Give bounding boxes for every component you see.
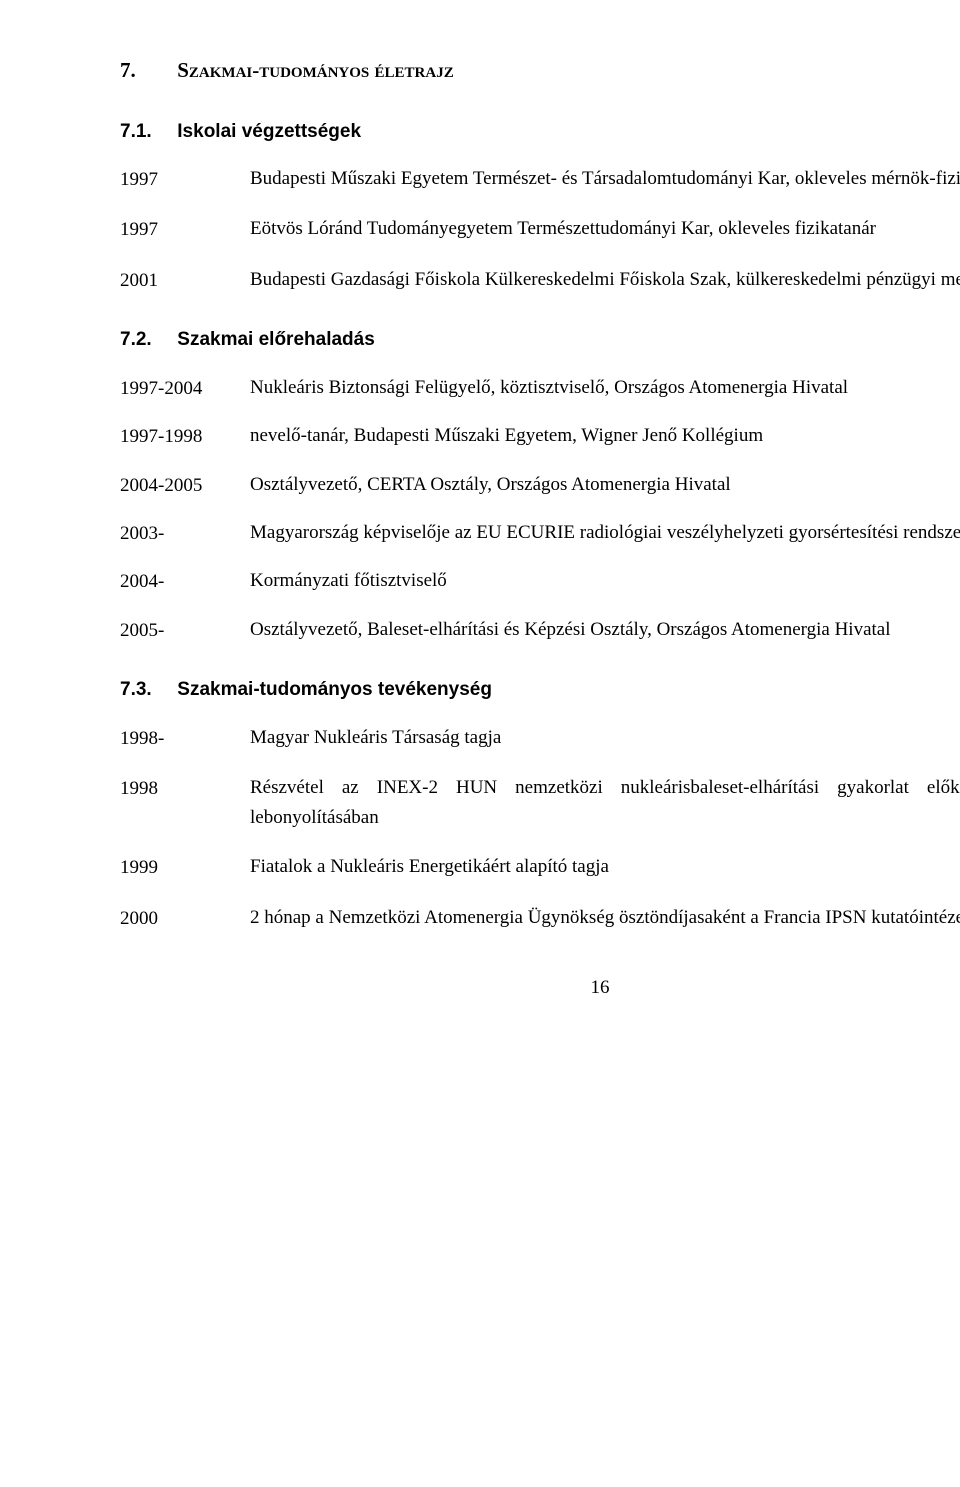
entry-desc: Fiatalok a Nukleáris Energetikáért alapí… — [250, 852, 960, 881]
page-title-text: Szakmai-tudományos életrajz — [177, 58, 453, 82]
cv-entry: 2004- Kormányzati főtisztviselő — [120, 566, 960, 596]
entry-year: 2005- — [120, 615, 250, 645]
page-number: 16 — [120, 973, 960, 1002]
page-title-num: 7. — [120, 54, 172, 87]
entry-year: 1999 — [120, 852, 250, 882]
entry-desc: nevelő-tanár, Budapesti Műszaki Egyetem,… — [250, 421, 960, 450]
entry-desc: Osztályvezető, Baleset-elhárítási és Kép… — [250, 615, 960, 644]
entry-year: 1997 — [120, 214, 250, 244]
entry-year: 2001 — [120, 265, 250, 295]
entry-desc: Eötvös Lóránd Tudományegyetem Természett… — [250, 214, 960, 243]
entry-year: 2003- — [120, 518, 250, 548]
entry-year: 2004- — [120, 566, 250, 596]
entry-year: 1998 — [120, 773, 250, 803]
entry-desc: Budapesti Gazdasági Főiskola Külkeresked… — [250, 265, 960, 294]
section-71-body: 1997 Budapesti Műszaki Egyetem Természet… — [120, 164, 960, 295]
entry-year: 1997-1998 — [120, 421, 250, 451]
entry-year: 1997-2004 — [120, 373, 250, 403]
section-73-num: 7.3. — [120, 675, 172, 704]
entry-desc: Magyarország képviselője az EU ECURIE ra… — [250, 518, 960, 547]
section-73-title: Szakmai-tudományos tevékenység — [177, 679, 492, 700]
cv-entry: 2003- Magyarország képviselője az EU ECU… — [120, 518, 960, 548]
entry-year: 2000 — [120, 903, 250, 933]
entry-desc: Budapesti Műszaki Egyetem Természet- és … — [250, 164, 960, 193]
section-72-num: 7.2. — [120, 325, 172, 354]
cv-entry: 1999 Fiatalok a Nukleáris Energetikáért … — [120, 852, 960, 882]
entry-year: 1997 — [120, 164, 250, 194]
cv-entry: 1997 Budapesti Műszaki Egyetem Természet… — [120, 164, 960, 194]
section-71-num: 7.1. — [120, 117, 172, 146]
entry-desc: Részvétel az INEX-2 HUN nemzetközi nukle… — [250, 773, 960, 832]
cv-entry: 2004-2005 Osztályvezető, CERTA Osztály, … — [120, 470, 960, 500]
section-72-heading: 7.2. Szakmai előrehaladás — [120, 325, 960, 354]
entry-desc: 2 hónap a Nemzetközi Atomenergia Ügynöks… — [250, 903, 960, 932]
cv-entry: 1998- Magyar Nukleáris Társaság tagja — [120, 723, 960, 753]
section-71-heading: 7.1. Iskolai végzettségek — [120, 117, 960, 146]
cv-entry: 2005- Osztályvezető, Baleset-elhárítási … — [120, 615, 960, 645]
entry-year: 2004-2005 — [120, 470, 250, 500]
section-73-heading: 7.3. Szakmai-tudományos tevékenység — [120, 675, 960, 704]
cv-entry: 2001 Budapesti Gazdasági Főiskola Külker… — [120, 265, 960, 295]
section-72-body: 1997-2004 Nukleáris Biztonsági Felügyelő… — [120, 373, 960, 646]
cv-entry: 1997-2004 Nukleáris Biztonsági Felügyelő… — [120, 373, 960, 403]
entry-desc: Osztályvezető, CERTA Osztály, Országos A… — [250, 470, 960, 499]
page-title: 7. Szakmai-tudományos életrajz — [120, 54, 960, 87]
entry-desc: Magyar Nukleáris Társaság tagja — [250, 723, 960, 752]
cv-entry: 1997 Eötvös Lóránd Tudományegyetem Termé… — [120, 214, 960, 244]
cv-entry: 2000 2 hónap a Nemzetközi Atomenergia Üg… — [120, 903, 960, 933]
section-72-title: Szakmai előrehaladás — [177, 329, 375, 350]
entry-desc: Kormányzati főtisztviselő — [250, 566, 960, 595]
cv-entry: 1998 Részvétel az INEX-2 HUN nemzetközi … — [120, 773, 960, 832]
entry-year: 1998- — [120, 723, 250, 753]
section-71-title: Iskolai végzettségek — [177, 121, 361, 142]
section-73-body: 1998- Magyar Nukleáris Társaság tagja 19… — [120, 723, 960, 933]
cv-entry: 1997-1998 nevelő-tanár, Budapesti Műszak… — [120, 421, 960, 451]
entry-desc: Nukleáris Biztonsági Felügyelő, köztiszt… — [250, 373, 960, 402]
